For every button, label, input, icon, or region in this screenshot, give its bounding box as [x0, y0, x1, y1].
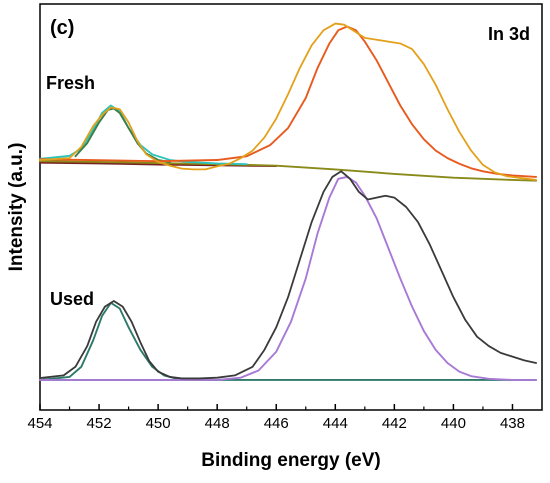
x-tick-label: 454	[27, 415, 52, 432]
y-axis-title: Intensity (a.u.)	[6, 143, 27, 272]
series-label-fresh: Fresh	[46, 73, 95, 93]
series-layer	[39, 22, 538, 381]
series-line-fresh-fit-envelope-1	[74, 107, 171, 163]
corner-label: In 3d	[488, 24, 530, 44]
x-tick-label: 438	[500, 415, 525, 432]
series-line-used-raw	[39, 170, 537, 380]
series-line-fresh-background	[39, 160, 538, 182]
x-tick-label: 444	[323, 415, 348, 432]
series-line-fresh-raw	[39, 22, 537, 181]
x-tick-label: 442	[382, 415, 407, 432]
x-tick-label: 448	[205, 415, 230, 432]
x-tick-label: 446	[264, 415, 289, 432]
series-line-used-fit-peak-2	[39, 175, 538, 381]
x-tick-label: 452	[87, 415, 112, 432]
panel-label: (c)	[50, 17, 74, 39]
x-ticks: 454 452 450 448 446 444 442 440 438	[27, 404, 525, 432]
series-line-fresh-fit-peak-2	[39, 25, 538, 178]
plot-frame	[39, 3, 543, 411]
x-tick-label: 450	[146, 415, 171, 432]
x-tick-label: 440	[441, 415, 466, 432]
series-label-used: Used	[50, 289, 94, 309]
series-line-fresh-fit-peak-1	[39, 104, 248, 166]
series-line-used-fit-peak-1	[39, 301, 219, 381]
x-axis-title: Binding energy (eV)	[201, 450, 380, 471]
